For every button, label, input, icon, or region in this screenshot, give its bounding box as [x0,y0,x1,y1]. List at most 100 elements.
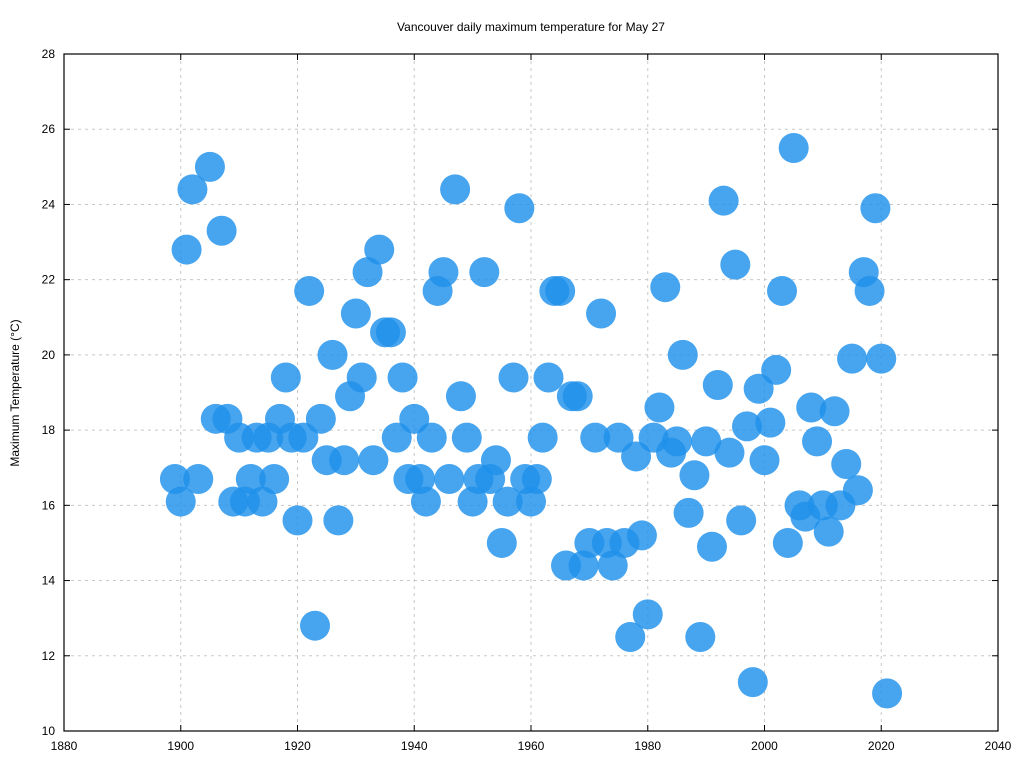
data-point [644,392,675,423]
data-point [667,339,698,370]
data-point [854,275,885,306]
data-point [860,193,891,224]
y-tick-label: 18 [42,423,56,437]
x-tick-labels: 1880 1900 1920 1940 1960 1980 2000 2020 2040 [51,739,1012,753]
data-point [177,174,208,205]
data-point [813,516,844,547]
data-point [364,234,395,265]
data-point [340,298,371,329]
x-tick-label: 2000 [751,739,778,753]
y-tick-label: 28 [42,47,56,61]
data-point [516,486,546,517]
data-point [749,445,780,476]
data-point [603,422,634,453]
data-point [300,610,331,641]
data-point [626,520,657,551]
data-point [755,407,786,438]
data-point [586,298,617,329]
data-point [615,621,646,652]
data-point [329,445,360,476]
data-point [428,257,459,288]
data-point [533,362,564,393]
data-point [679,460,710,491]
data-point [778,133,809,164]
data-point [440,174,471,205]
y-tick-label: 20 [42,348,56,362]
y-tick-label: 12 [42,649,56,663]
data-point [737,667,768,698]
data-point [767,275,798,306]
data-point [416,422,447,453]
data-point [317,339,348,370]
data-point [562,381,593,412]
data-point [568,550,599,581]
data-point [597,550,628,581]
y-tick-label: 26 [42,122,56,136]
data-point [288,422,319,453]
data-point [259,464,290,495]
y-tick-label: 16 [42,498,56,512]
data-point [772,527,803,558]
data-point [323,505,354,536]
x-tick-label: 2040 [985,739,1012,753]
data-point [761,354,792,385]
data-point [294,275,325,306]
data-point [498,362,529,393]
data-point [837,343,868,374]
data-point [802,426,833,457]
y-axis-label: Maximum Temperature (°C) [8,319,22,466]
data-point [580,422,611,453]
y-tick-label: 14 [42,574,56,588]
data-point [714,437,745,468]
data-point [410,486,441,517]
y-tick-label: 22 [42,273,56,287]
data-point [451,422,482,453]
data-point [708,185,739,216]
data-point [206,215,237,246]
data-point [492,486,523,517]
data-point [165,486,196,517]
data-point [831,448,862,479]
y-tick-label: 10 [42,724,56,738]
data-point [527,422,558,453]
data-point [375,317,406,348]
data-point [457,486,488,517]
chart-title: Vancouver daily maximum temperature for … [397,20,665,34]
data-point [743,373,774,404]
data-point [866,343,897,374]
x-tick-label: 1920 [284,739,311,753]
data-point [434,464,465,495]
x-tick-label: 1980 [634,739,661,753]
data-point [545,275,576,306]
data-point [381,422,412,453]
data-point [632,599,663,630]
data-point [305,403,336,434]
data-point [358,445,389,476]
data-point [702,369,733,400]
data-point [796,392,827,423]
axis-ticks [63,53,999,732]
data-point [469,257,500,288]
data-point [696,531,727,562]
data-point [661,426,692,457]
data-point [270,362,301,393]
data-point [486,527,517,558]
data-point [247,486,278,517]
data-point [445,381,476,412]
data-point [685,621,716,652]
data-point [731,411,762,442]
data-point [183,464,214,495]
data-point [282,505,313,536]
data-point [521,464,552,495]
data-point [504,193,535,224]
data-point [399,403,430,434]
data-point [726,505,757,536]
data-point [159,464,190,495]
data-point [720,249,751,280]
data-point [842,475,873,506]
data-point [480,445,511,476]
data-point [352,257,383,288]
data-point [819,396,850,427]
